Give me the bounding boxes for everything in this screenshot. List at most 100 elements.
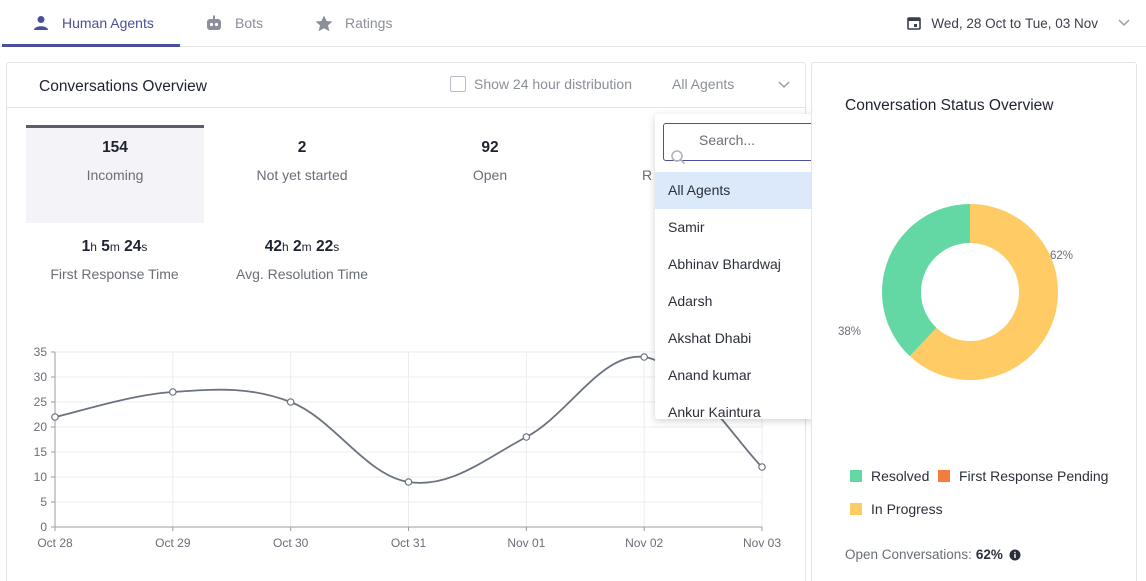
open-conversations: Open Conversations: 62%	[845, 547, 1021, 562]
data-point[interactable]	[169, 388, 177, 396]
tab-bots[interactable]: Bots	[205, 0, 263, 46]
data-point[interactable]	[51, 413, 59, 421]
open-conversations-value: 62%	[975, 547, 1003, 562]
duration-minutes: 2	[293, 238, 302, 255]
x-tick-label: Oct 28	[37, 536, 73, 550]
slice-label-resolved: 38%	[838, 326, 861, 338]
data-point[interactable]	[640, 353, 648, 361]
tab-label: Ratings	[345, 15, 393, 31]
y-tick-label: 0	[40, 520, 47, 534]
star-icon	[315, 14, 333, 32]
agent-search-box[interactable]	[663, 123, 853, 165]
duration-hours: 42	[264, 238, 283, 255]
open-conversations-label: Open Conversations:	[845, 547, 972, 562]
agent-select[interactable]: All Agents	[672, 76, 790, 92]
legend-swatch	[850, 470, 862, 482]
date-range-picker[interactable]: Wed, 28 Oct to Tue, 03 Nov	[907, 0, 1130, 46]
checkbox-label: Show 24 hour distribution	[474, 76, 632, 92]
duration-label: First Response Time	[50, 266, 179, 282]
stat-incoming[interactable]: 154 Incoming	[26, 125, 204, 223]
unit-s: s	[141, 240, 148, 254]
date-start: Wed, 28 Oct	[931, 15, 1007, 31]
stat-label: R	[641, 167, 653, 183]
agent-search-input[interactable]	[699, 132, 844, 148]
stat-value: 92	[481, 139, 499, 156]
legend-first-response-pending[interactable]: First Response Pending	[938, 468, 1108, 484]
avg-resolution-time: 42h 2m 22s Avg. Resolution Time	[227, 238, 377, 282]
stat-label: Not yet started	[256, 167, 348, 183]
agent-option[interactable]: Adarsh	[668, 293, 713, 309]
legend-label: First Response Pending	[959, 468, 1109, 484]
stat-label: Open	[472, 167, 508, 183]
agent-select-value: All Agents	[672, 76, 735, 92]
unit-m: m	[109, 240, 120, 254]
duration-value: 1h 5m 24s	[37, 238, 192, 256]
data-point[interactable]	[404, 478, 413, 486]
unit-h: h	[90, 240, 97, 254]
calendar-icon	[907, 16, 922, 30]
chevron-down-icon	[778, 76, 790, 92]
chevron-down-icon[interactable]	[1118, 19, 1130, 27]
tab-label: Human Agents	[62, 15, 154, 31]
y-tick-label: 5	[40, 495, 47, 509]
tab-human-agents[interactable]: Human Agents	[2, 0, 180, 47]
first-response-time: 1h 5m 24s First Response Time	[37, 238, 192, 282]
stat-resolved[interactable]: R	[587, 128, 707, 183]
agent-option[interactable]: Ankur Kaintura	[668, 404, 761, 419]
legend-swatch	[850, 503, 862, 515]
status-donut-chart: 62% 38%	[838, 204, 1073, 380]
distribution-checkbox[interactable]	[450, 76, 466, 92]
x-tick-label: Nov 03	[743, 536, 781, 550]
data-point[interactable]	[522, 433, 531, 441]
bot-icon	[205, 14, 223, 32]
y-tick-label: 20	[34, 420, 48, 434]
duration-minutes: 5	[101, 238, 110, 255]
legend-in-progress[interactable]: In Progress	[850, 501, 943, 517]
date-separator: to	[1009, 15, 1022, 31]
donut-slice[interactable]	[909, 204, 1058, 380]
slice-label-progress: 62%	[1050, 250, 1073, 262]
legend-label: In Progress	[871, 501, 943, 517]
y-tick-label: 35	[34, 345, 48, 359]
card-header: Conversations Overview Show 24 hour dist…	[7, 63, 805, 108]
user-icon	[32, 14, 50, 32]
status-overview-card: Conversation Status Overview 62% 38% Reso…	[811, 62, 1137, 581]
tab-label: Bots	[235, 15, 264, 31]
card-title: Conversations Overview	[39, 78, 207, 95]
conversations-line-chart: 0 5 10 15 20 25 30 35 Oct 28 Oct 29 Oct 30 Oct 31 No…	[34, 345, 782, 550]
unit-s: s	[333, 240, 340, 254]
distribution-toggle[interactable]: Show 24 hour distribution	[450, 76, 632, 92]
y-tick-label: 10	[34, 470, 48, 484]
stat-open[interactable]: 92 Open	[397, 128, 583, 183]
x-tick-label: Oct 30	[273, 536, 309, 550]
stat-not-yet-started[interactable]: 2 Not yet started	[207, 128, 397, 183]
legend-resolved[interactable]: Resolved	[850, 468, 929, 484]
agent-option[interactable]: Samir	[668, 219, 705, 235]
unit-m: m	[301, 240, 312, 254]
search-icon	[670, 149, 686, 165]
donut-slice[interactable]	[882, 204, 970, 357]
duration-seconds: 22	[315, 238, 334, 255]
x-tick-label: Oct 31	[391, 536, 427, 550]
x-tick-label: Nov 02	[625, 536, 663, 550]
x-tick-label: Oct 29	[155, 536, 191, 550]
agent-option[interactable]: Akshat Dhabi	[668, 330, 752, 346]
stat-value: 154	[102, 139, 128, 156]
tab-ratings[interactable]: Ratings	[315, 0, 392, 46]
info-icon[interactable]	[1009, 549, 1021, 561]
stat-label: Incoming	[86, 167, 144, 183]
stat-value: 2	[297, 139, 307, 156]
unit-h: h	[282, 240, 289, 254]
data-point[interactable]	[286, 398, 295, 406]
y-tick-label: 15	[34, 445, 48, 459]
data-point[interactable]	[758, 463, 766, 471]
x-tick-label: Nov 01	[507, 536, 545, 550]
agent-option[interactable]: Abhinav Bhardwaj	[668, 256, 781, 272]
y-tick-label: 25	[34, 395, 48, 409]
duration-hours: 1	[81, 238, 91, 255]
agent-option[interactable]: Anand kumar	[668, 367, 752, 383]
date-end: Tue, 03 Nov	[1024, 15, 1098, 31]
legend-swatch	[938, 470, 950, 482]
conversations-overview-card: Conversations Overview Show 24 hour dist…	[6, 62, 861, 581]
duration-label: Avg. Resolution Time	[235, 266, 369, 282]
